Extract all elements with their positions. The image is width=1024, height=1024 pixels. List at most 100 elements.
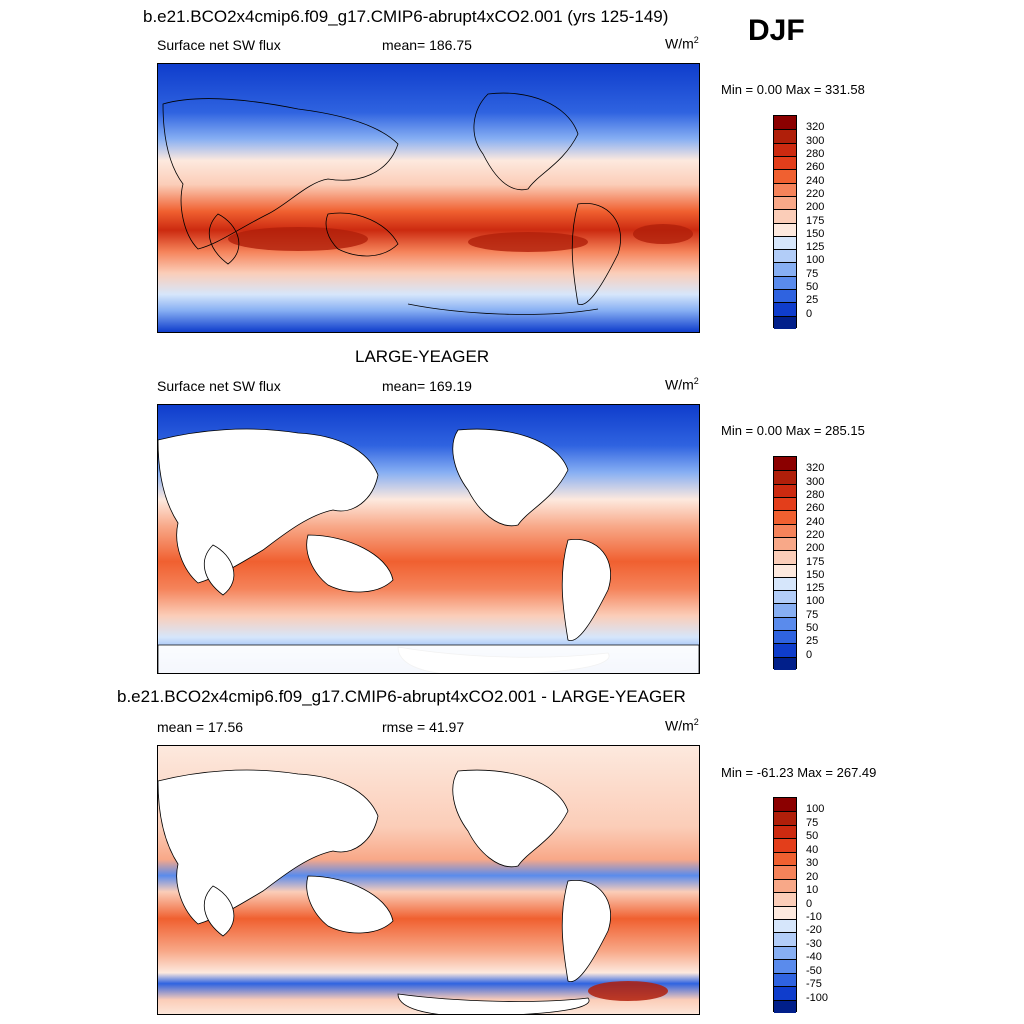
colorbar-tick-label: -40 bbox=[806, 951, 822, 964]
panel1-minmax: Min = 0.00 Max = 331.58 bbox=[721, 82, 865, 97]
colorbar-swatch bbox=[774, 811, 796, 825]
panel3-colorbar bbox=[773, 797, 797, 1013]
colorbar-tick-label: 50 bbox=[806, 281, 819, 294]
colorbar-swatch bbox=[774, 563, 796, 577]
colorbar-swatch bbox=[774, 222, 796, 236]
colorbar-swatch bbox=[774, 838, 796, 852]
colorbar-swatch bbox=[774, 483, 796, 497]
colorbar-swatch bbox=[774, 142, 796, 156]
panel3-mean-label: mean = 17.56 bbox=[157, 719, 244, 735]
panel1-variable-label: Surface net SW flux bbox=[157, 37, 281, 53]
colorbar-swatch bbox=[774, 249, 796, 263]
colorbar-tick-label: 0 bbox=[806, 307, 813, 320]
main-title: b.e21.BCO2x4cmip6.f09_g17.CMIP6-abrupt4x… bbox=[143, 7, 669, 26]
panel1-colorbar bbox=[773, 115, 797, 329]
colorbar-tick-label: 220 bbox=[806, 187, 825, 200]
colorbar-swatch bbox=[774, 603, 796, 617]
panel2-colorbar bbox=[773, 456, 797, 670]
colorbar-tick-label: 175 bbox=[806, 555, 825, 568]
colorbar-swatch bbox=[774, 209, 796, 223]
colorbar-swatch bbox=[774, 116, 796, 130]
colorbar-tick-label: 75 bbox=[806, 608, 819, 621]
colorbar-tick-label: 200 bbox=[806, 542, 825, 555]
colorbar-tick-label: 320 bbox=[806, 462, 825, 475]
panel3-map bbox=[157, 745, 700, 1015]
panel1-units: W/m2 bbox=[665, 35, 699, 52]
colorbar-tick-label: -100 bbox=[806, 991, 829, 1004]
colorbar-tick-label: 260 bbox=[806, 502, 825, 515]
colorbar-tick-label: 20 bbox=[806, 870, 819, 883]
panel1-hotspot bbox=[228, 227, 368, 251]
panel3-land bbox=[158, 769, 611, 1014]
colorbar-tick-label: 50 bbox=[806, 622, 819, 635]
colorbar-tick-label: -75 bbox=[806, 978, 822, 991]
panel1-coastlines bbox=[162, 92, 621, 315]
panel2-map bbox=[157, 404, 700, 674]
panel3-minmax: Min = -61.23 Max = 267.49 bbox=[721, 765, 877, 780]
colorbar-swatch bbox=[774, 865, 796, 879]
colorbar-swatch bbox=[774, 275, 796, 290]
colorbar-tick-label: 75 bbox=[806, 816, 819, 829]
colorbar-tick-label: 125 bbox=[806, 241, 825, 254]
colorbar-tick-label: 280 bbox=[806, 147, 825, 160]
colorbar-swatch bbox=[774, 169, 796, 183]
season-label: DJF bbox=[748, 14, 805, 47]
colorbar-swatch bbox=[774, 972, 796, 987]
colorbar-swatch bbox=[774, 892, 796, 906]
colorbar-tick-label: 40 bbox=[806, 843, 819, 856]
colorbar-tick-label: 220 bbox=[806, 528, 825, 541]
colorbar-swatch bbox=[774, 155, 796, 170]
colorbar-swatch bbox=[774, 932, 796, 946]
panel2-title: LARGE-YEAGER bbox=[355, 347, 490, 366]
colorbar-tick-label: 240 bbox=[806, 515, 825, 528]
colorbar-swatch bbox=[774, 824, 796, 839]
colorbar-swatch bbox=[774, 315, 796, 329]
colorbar-swatch bbox=[774, 550, 796, 564]
colorbar-tick-label: 100 bbox=[806, 595, 825, 608]
colorbar-tick-label: 280 bbox=[806, 488, 825, 501]
panel1-mean-label: mean= 186.75 bbox=[382, 37, 472, 53]
colorbar-swatch bbox=[774, 616, 796, 631]
colorbar-swatch bbox=[774, 457, 796, 471]
colorbar-tick-label: 300 bbox=[806, 475, 825, 488]
panel2-units: W/m2 bbox=[665, 376, 699, 393]
colorbar-tick-label: 25 bbox=[806, 635, 819, 648]
colorbar-swatch bbox=[774, 959, 796, 973]
panel2-land bbox=[158, 428, 699, 673]
colorbar-swatch bbox=[774, 302, 796, 316]
panel2-mean-label: mean= 169.19 bbox=[382, 378, 472, 394]
panel3-rmse-label: rmse = 41.97 bbox=[382, 719, 465, 735]
panel3-units: W/m2 bbox=[665, 717, 699, 734]
colorbar-swatch bbox=[774, 630, 796, 644]
colorbar-swatch bbox=[774, 918, 796, 933]
colorbar-swatch bbox=[774, 289, 796, 303]
colorbar-swatch bbox=[774, 510, 796, 524]
colorbar-tick-label: 175 bbox=[806, 214, 825, 227]
colorbar-tick-label: 30 bbox=[806, 857, 819, 870]
colorbar-swatch bbox=[774, 536, 796, 551]
colorbar-swatch bbox=[774, 235, 796, 250]
colorbar-swatch bbox=[774, 986, 796, 1000]
colorbar-swatch bbox=[774, 656, 796, 670]
colorbar-swatch bbox=[774, 523, 796, 537]
colorbar-swatch bbox=[774, 182, 796, 196]
colorbar-tick-label: -20 bbox=[806, 924, 822, 937]
panel1-field bbox=[158, 64, 699, 332]
colorbar-tick-label: -30 bbox=[806, 937, 822, 950]
colorbar-swatch bbox=[774, 851, 796, 866]
colorbar-swatch bbox=[774, 470, 796, 484]
panel3-title: b.e21.BCO2x4cmip6.f09_g17.CMIP6-abrupt4x… bbox=[117, 687, 686, 706]
colorbar-tick-label: 0 bbox=[806, 648, 813, 661]
colorbar-tick-label: -10 bbox=[806, 910, 822, 923]
colorbar-tick-label: 75 bbox=[806, 267, 819, 280]
panel3-map-svg bbox=[158, 746, 699, 1014]
panel2-map-svg bbox=[158, 405, 699, 673]
colorbar-tick-label: 150 bbox=[806, 568, 825, 581]
colorbar-swatch bbox=[774, 999, 796, 1013]
colorbar-swatch bbox=[774, 262, 796, 276]
colorbar-tick-label: 300 bbox=[806, 134, 825, 147]
panel2-variable-label: Surface net SW flux bbox=[157, 378, 281, 394]
colorbar-tick-label: -50 bbox=[806, 964, 822, 977]
panel1-hotspot bbox=[633, 224, 693, 244]
panel2-minmax: Min = 0.00 Max = 285.15 bbox=[721, 423, 865, 438]
